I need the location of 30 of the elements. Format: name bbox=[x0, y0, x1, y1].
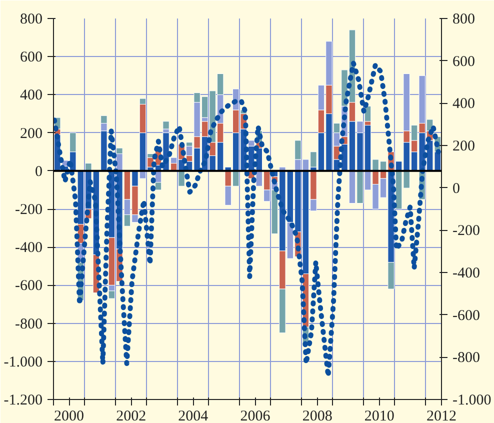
y2-tick-label: 0 bbox=[452, 180, 460, 197]
y-tick-label: 200 bbox=[20, 126, 42, 142]
x-tick-label: 2004 bbox=[178, 408, 209, 423]
y-tick-label: 600 bbox=[20, 50, 42, 66]
y-tick-label: -800 bbox=[15, 316, 43, 332]
x-tick-label: 2002 bbox=[116, 408, 146, 423]
bar bbox=[178, 170, 185, 186]
y2-tick-label: 200 bbox=[452, 138, 475, 154]
y-tick-label: -1.000 bbox=[4, 354, 43, 370]
x-tick-label: 2006 bbox=[240, 408, 271, 423]
y-tick-label: 800 bbox=[20, 12, 42, 28]
x-tick-label: 2008 bbox=[302, 408, 332, 423]
y2-tick-label: -600 bbox=[452, 308, 480, 324]
y-tick-label: 400 bbox=[20, 88, 42, 104]
y-tick-label: 0 bbox=[35, 164, 42, 180]
bar bbox=[162, 121, 170, 130]
y2-tick-label: 800 bbox=[452, 12, 475, 28]
y2-tick-label: -800 bbox=[452, 350, 480, 366]
y-tick-label: -400 bbox=[15, 240, 43, 256]
y2-tick-label: 600 bbox=[452, 54, 475, 70]
y2-tick-label: 400 bbox=[452, 96, 475, 112]
x-tick-label: 2010 bbox=[364, 408, 394, 423]
y-tick-label: -600 bbox=[15, 278, 43, 294]
x-tick-label: 2000 bbox=[54, 408, 84, 423]
y2-tick-label: -200 bbox=[452, 223, 480, 240]
y2-tick-label: -400 bbox=[452, 266, 480, 282]
y-tick-label: -200 bbox=[15, 202, 43, 218]
x-tick-label: 2012 bbox=[426, 408, 456, 423]
y2-tick-label: -1.000 bbox=[452, 392, 492, 408]
y-tick-label: -1.200 bbox=[4, 392, 43, 408]
